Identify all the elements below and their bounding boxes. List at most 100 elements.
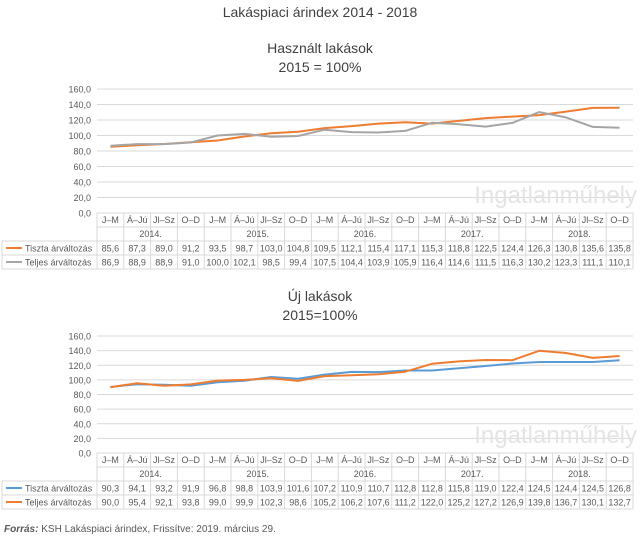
data-label: 107,2 bbox=[314, 484, 337, 494]
data-label: 136,7 bbox=[555, 498, 578, 508]
data-label: 90,3 bbox=[102, 484, 120, 494]
year-label: 2015. bbox=[247, 229, 270, 239]
x-tick-label: Á–Jú bbox=[556, 455, 577, 465]
year-label: 2014. bbox=[139, 229, 162, 239]
data-label: 124,5 bbox=[528, 484, 551, 494]
chart-title: Új lakások bbox=[288, 288, 354, 304]
x-tick-label: J–M bbox=[531, 455, 548, 465]
legend-label: Tiszta árváltozás bbox=[25, 484, 93, 494]
x-tick-label: J–M bbox=[316, 215, 333, 225]
data-label: 123,3 bbox=[555, 258, 578, 268]
data-label: 127,2 bbox=[474, 498, 497, 508]
x-tick-label: Jl–Sz bbox=[582, 215, 605, 225]
data-label: 124,5 bbox=[582, 484, 605, 494]
x-tick-label: O–D bbox=[396, 455, 415, 465]
page-title: Lakáspiaci árindex 2014 - 2018 bbox=[222, 4, 418, 20]
data-label: 91,2 bbox=[182, 244, 200, 254]
data-label: 122,5 bbox=[474, 244, 497, 254]
watermark-logo: Ingatlanműhely bbox=[474, 182, 637, 209]
chart-title: Használt lakások bbox=[267, 40, 374, 56]
x-tick-label: Jl–Sz bbox=[475, 215, 498, 225]
y-tick-label: 40,0 bbox=[73, 419, 91, 429]
data-label: 98,8 bbox=[236, 484, 254, 494]
data-label: 117,1 bbox=[394, 244, 416, 254]
data-label: 99,0 bbox=[209, 498, 227, 508]
x-tick-label: J–M bbox=[209, 455, 226, 465]
x-tick-label: J–M bbox=[102, 455, 119, 465]
y-tick-label: 100,0 bbox=[68, 131, 91, 141]
data-label: 115,8 bbox=[448, 484, 470, 494]
x-tick-label: J–M bbox=[102, 215, 119, 225]
data-label: 92,1 bbox=[155, 498, 173, 508]
y-tick-label: 80,0 bbox=[73, 390, 91, 400]
y-tick-label: 0,0 bbox=[78, 209, 91, 219]
data-label: 88,9 bbox=[128, 258, 146, 268]
year-label: 2017. bbox=[461, 229, 484, 239]
y-tick-label: 160,0 bbox=[68, 332, 91, 342]
data-label: 87,3 bbox=[128, 244, 146, 254]
data-label: 107,6 bbox=[367, 498, 390, 508]
data-label: 101,6 bbox=[287, 484, 310, 494]
x-tick-label: Jl–Sz bbox=[367, 215, 390, 225]
data-label: 130,1 bbox=[582, 498, 605, 508]
series-line-1 bbox=[110, 359, 620, 388]
source-label: Forrás: bbox=[4, 524, 39, 535]
data-label: 112,8 bbox=[394, 484, 416, 494]
data-label: 93,8 bbox=[182, 498, 200, 508]
data-label: 109,5 bbox=[314, 244, 337, 254]
data-label: 112,1 bbox=[341, 244, 363, 254]
x-tick-label: Á–Jú bbox=[341, 455, 362, 465]
data-label: 96,8 bbox=[209, 484, 227, 494]
x-tick-label: Jl–Sz bbox=[367, 455, 390, 465]
source-note: Forrás: KSH Lakáspiaci árindex, Frissítv… bbox=[4, 524, 276, 535]
year-label: 2016. bbox=[354, 229, 377, 239]
x-tick-label: Jl–Sz bbox=[260, 215, 283, 225]
data-label: 104,8 bbox=[287, 244, 310, 254]
data-label: 105,2 bbox=[314, 498, 337, 508]
data-label: 99,9 bbox=[236, 498, 254, 508]
x-tick-label: Jl–Sz bbox=[475, 455, 498, 465]
x-tick-label: Á–Jú bbox=[449, 215, 470, 225]
x-tick-label: Jl–Sz bbox=[260, 455, 283, 465]
data-label: 126,8 bbox=[608, 484, 631, 494]
data-label: 110,7 bbox=[367, 484, 389, 494]
data-label: 103,9 bbox=[260, 484, 283, 494]
y-tick-label: 40,0 bbox=[73, 178, 91, 188]
y-tick-label: 140,0 bbox=[68, 100, 91, 110]
y-tick-label: 120,0 bbox=[68, 116, 91, 126]
data-label: 102,1 bbox=[233, 258, 256, 268]
legend-label: Teljes árváltozás bbox=[25, 498, 92, 508]
data-label: 124,4 bbox=[555, 484, 578, 494]
data-label: 93,2 bbox=[155, 484, 173, 494]
x-tick-label: O–D bbox=[610, 455, 629, 465]
year-label: 2018. bbox=[568, 229, 591, 239]
data-label: 95,4 bbox=[128, 498, 146, 508]
x-tick-label: Á–Jú bbox=[556, 215, 577, 225]
x-tick-label: J–M bbox=[316, 455, 333, 465]
x-tick-label: J–M bbox=[531, 215, 548, 225]
x-tick-label: Á–Jú bbox=[127, 215, 148, 225]
data-label: 130,2 bbox=[528, 258, 551, 268]
legend-label: Tiszta árváltozás bbox=[25, 244, 93, 254]
data-label: 126,9 bbox=[501, 498, 524, 508]
y-tick-label: 20,0 bbox=[73, 193, 91, 203]
data-label: 124,4 bbox=[501, 244, 524, 254]
data-label: 91,9 bbox=[182, 484, 200, 494]
data-label: 135,6 bbox=[582, 244, 605, 254]
data-label: 130,8 bbox=[555, 244, 578, 254]
x-tick-label: O–D bbox=[610, 215, 629, 225]
data-label: 98,7 bbox=[236, 244, 254, 254]
x-tick-label: Á–Jú bbox=[234, 455, 255, 465]
x-tick-label: O–D bbox=[182, 455, 201, 465]
x-tick-label: O–D bbox=[289, 215, 308, 225]
y-tick-label: 20,0 bbox=[73, 434, 91, 444]
data-label: 102,3 bbox=[260, 498, 283, 508]
y-tick-label: 140,0 bbox=[68, 346, 91, 356]
data-label: 98,5 bbox=[262, 258, 280, 268]
y-tick-label: 160,0 bbox=[68, 85, 91, 95]
chart-subtitle: 2015=100% bbox=[282, 307, 357, 323]
x-tick-label: Jl–Sz bbox=[153, 455, 176, 465]
data-label: 90,0 bbox=[102, 498, 120, 508]
series-line-2 bbox=[110, 111, 620, 147]
data-label: 111,1 bbox=[582, 258, 603, 268]
